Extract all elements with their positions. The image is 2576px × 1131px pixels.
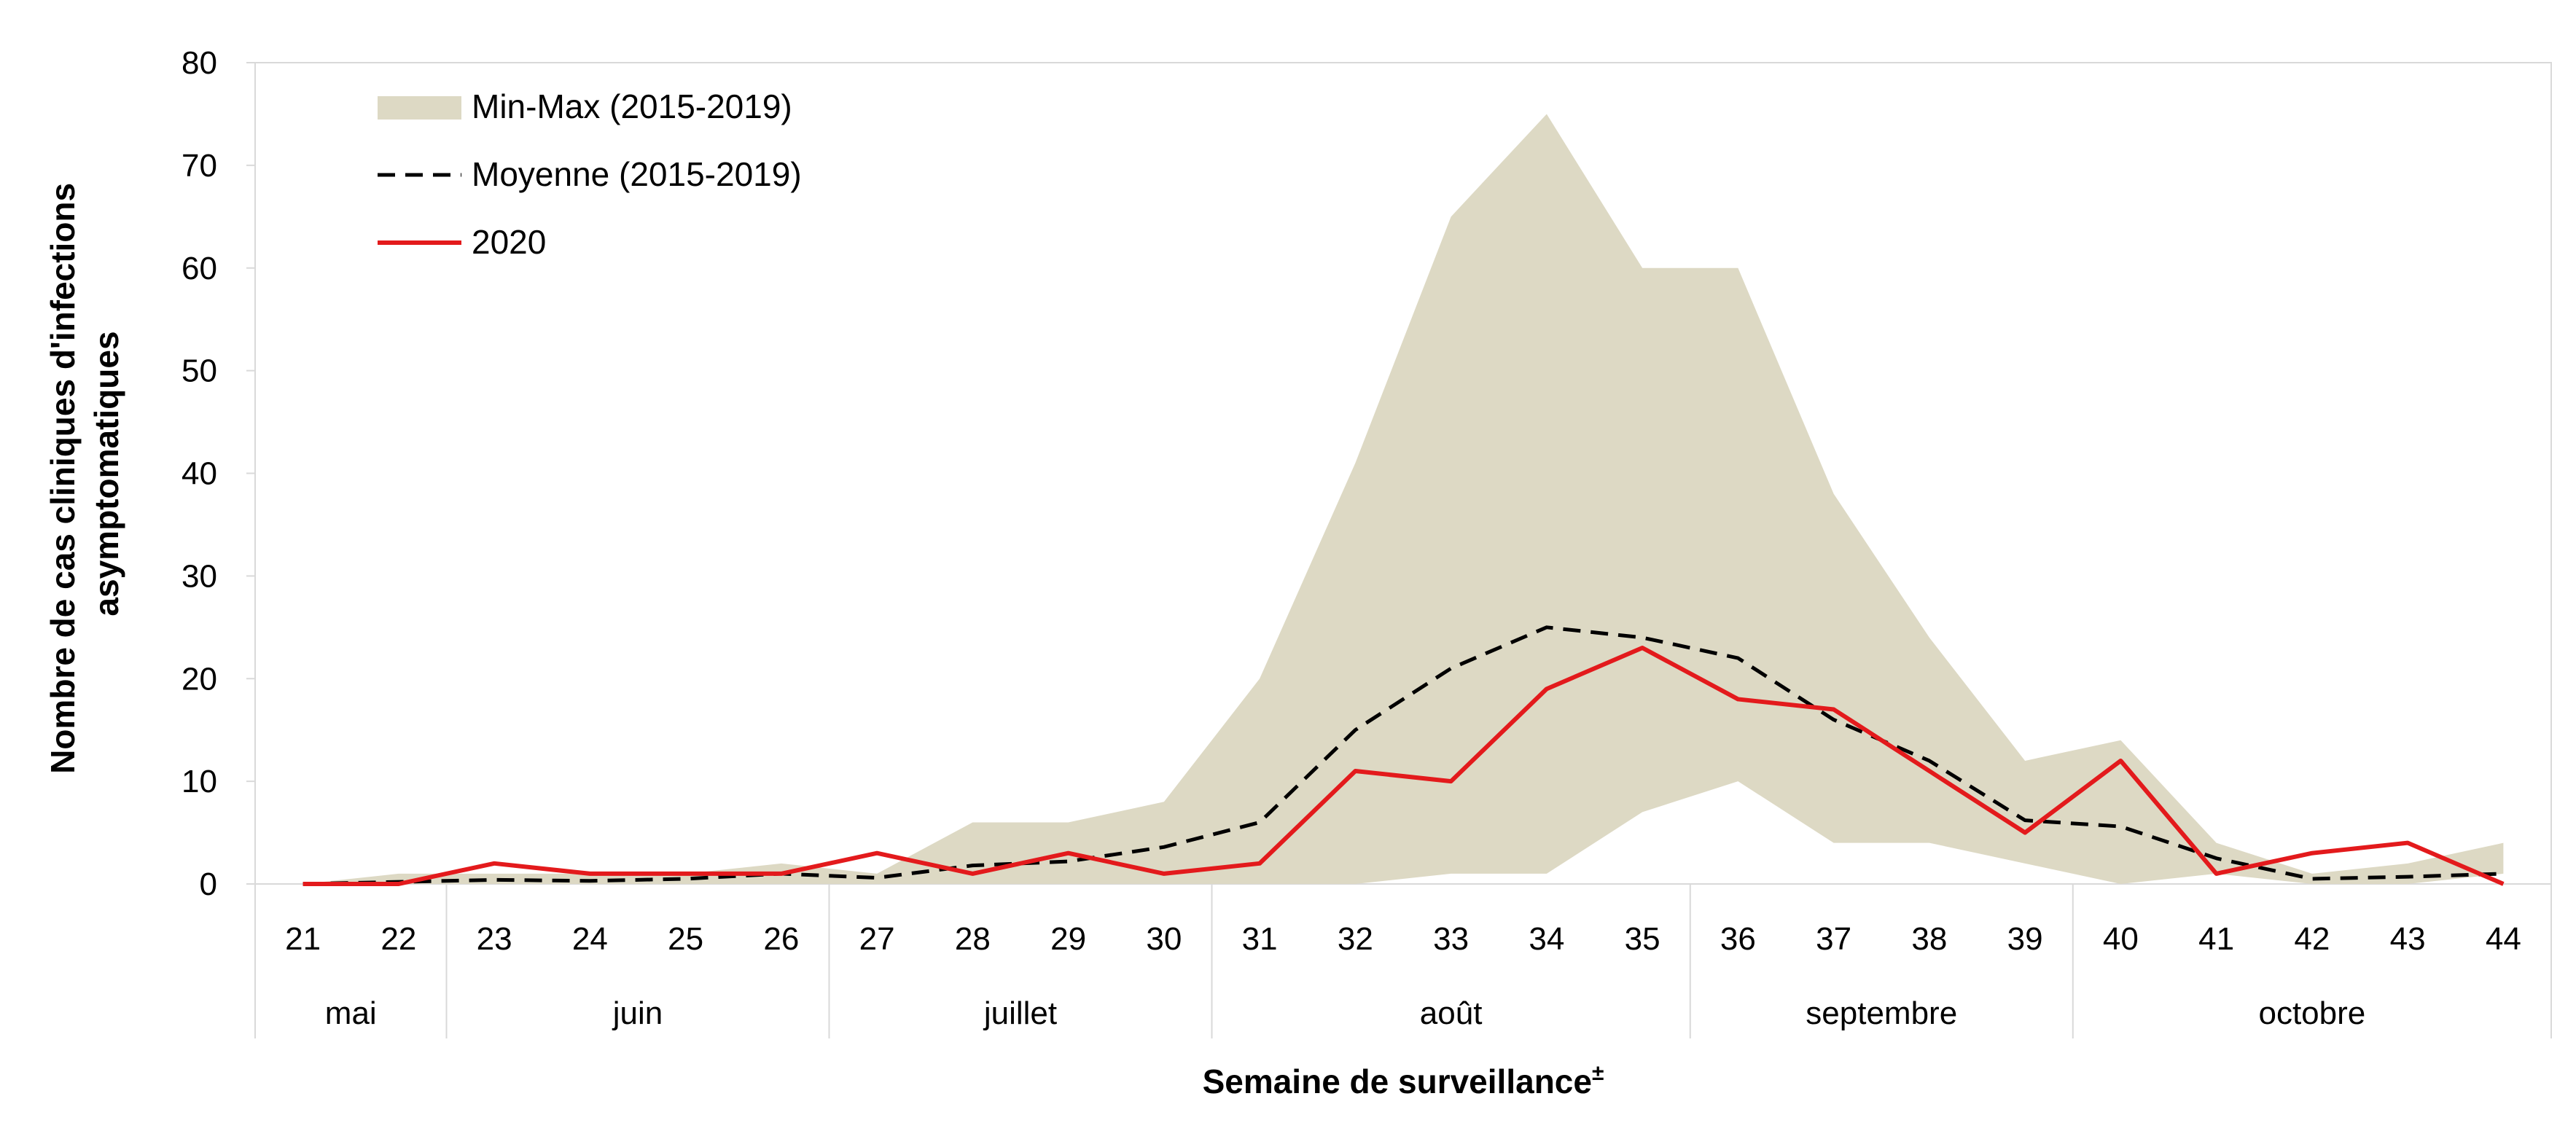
x-week-label: 25 (668, 921, 703, 957)
x-axis: 21 22 23 24 25 26 27 28 29 30 31 32 33 34 35 36 37 38 39 40… (254, 884, 2552, 1038)
legend: Min-Max (2015-2019) Moyenne (2015-2019) … (378, 87, 802, 261)
y-tick-label: 80 (182, 45, 217, 81)
x-week-label: 42 (2294, 921, 2330, 957)
x-axis-title-group: Semaine de surveillance± (1203, 1061, 1604, 1100)
x-month-label: juillet (983, 995, 1057, 1031)
legend-label-min-max: Min-Max (2015-2019) (472, 87, 792, 125)
x-week-label: 34 (1529, 921, 1564, 957)
min-max-band-layer (303, 114, 2504, 884)
y-axis-title: Nombre de cas cliniques d'infections asy… (44, 173, 125, 774)
x-week-label: 35 (1625, 921, 1660, 957)
x-week-label: 41 (2198, 921, 2234, 957)
x-week-label: 30 (1146, 921, 1182, 957)
x-week-label: 36 (1720, 921, 1756, 957)
x-week-label: 31 (1242, 921, 1278, 957)
x-week-label: 43 (2390, 921, 2426, 957)
x-month-label: août (1420, 995, 1483, 1031)
x-week-label: 26 (763, 921, 799, 957)
x-week-label: 40 (2103, 921, 2139, 957)
y-tick-label: 50 (182, 353, 217, 389)
x-axis-title-text: Semaine de surveillance (1203, 1062, 1592, 1100)
x-week-label: 21 (285, 921, 321, 957)
legend-label-moyenne: Moyenne (2015-2019) (472, 155, 802, 193)
y-tick-label: 30 (182, 558, 217, 594)
x-axis-title: Semaine de surveillance± (1203, 1061, 1604, 1100)
y-tick-label: 40 (182, 456, 217, 492)
legend-swatch-min-max (378, 96, 461, 120)
min-max-band (303, 114, 2504, 884)
y-axis-title-group: Nombre de cas cliniques d'infections asy… (44, 173, 125, 774)
x-month-label: septembre (1806, 995, 1957, 1031)
y-tick-label: 60 (182, 251, 217, 286)
x-week-label: 38 (1911, 921, 1947, 957)
x-week-label: 44 (2486, 921, 2521, 957)
x-week-label: 24 (572, 921, 608, 957)
y-axis: 0 10 20 30 40 50 60 70 80 (182, 45, 255, 902)
x-week-label: 32 (1338, 921, 1373, 957)
y-tick-label: 20 (182, 661, 217, 697)
x-week-label: 27 (859, 921, 895, 957)
y-axis-title-line-1: Nombre de cas cliniques d'infections (44, 183, 82, 774)
x-week-label: 28 (955, 921, 991, 957)
y-axis-title-line-2: asymptomatiques (87, 331, 125, 616)
x-week-label: 39 (2007, 921, 2043, 957)
x-week-label: 22 (380, 921, 416, 957)
x-week-label: 23 (477, 921, 512, 957)
x-month-label: juin (612, 995, 663, 1031)
y-tick-label: 70 (182, 148, 217, 184)
x-month-label: octobre (2258, 995, 2365, 1031)
series-line-moyenne (303, 625, 2504, 886)
y-tick-label: 10 (182, 764, 217, 799)
x-week-label: 37 (1816, 921, 1851, 957)
y-tick-label: 0 (200, 866, 217, 902)
x-week-label: 29 (1050, 921, 1086, 957)
x-month-label: mai (325, 995, 377, 1031)
x-week-label: 33 (1433, 921, 1469, 957)
legend-label-2020: 2020 (472, 223, 546, 261)
x-axis-title-superscript: ± (1592, 1061, 1604, 1085)
series-layer (303, 625, 2505, 886)
series-line-2020 (303, 645, 2505, 886)
